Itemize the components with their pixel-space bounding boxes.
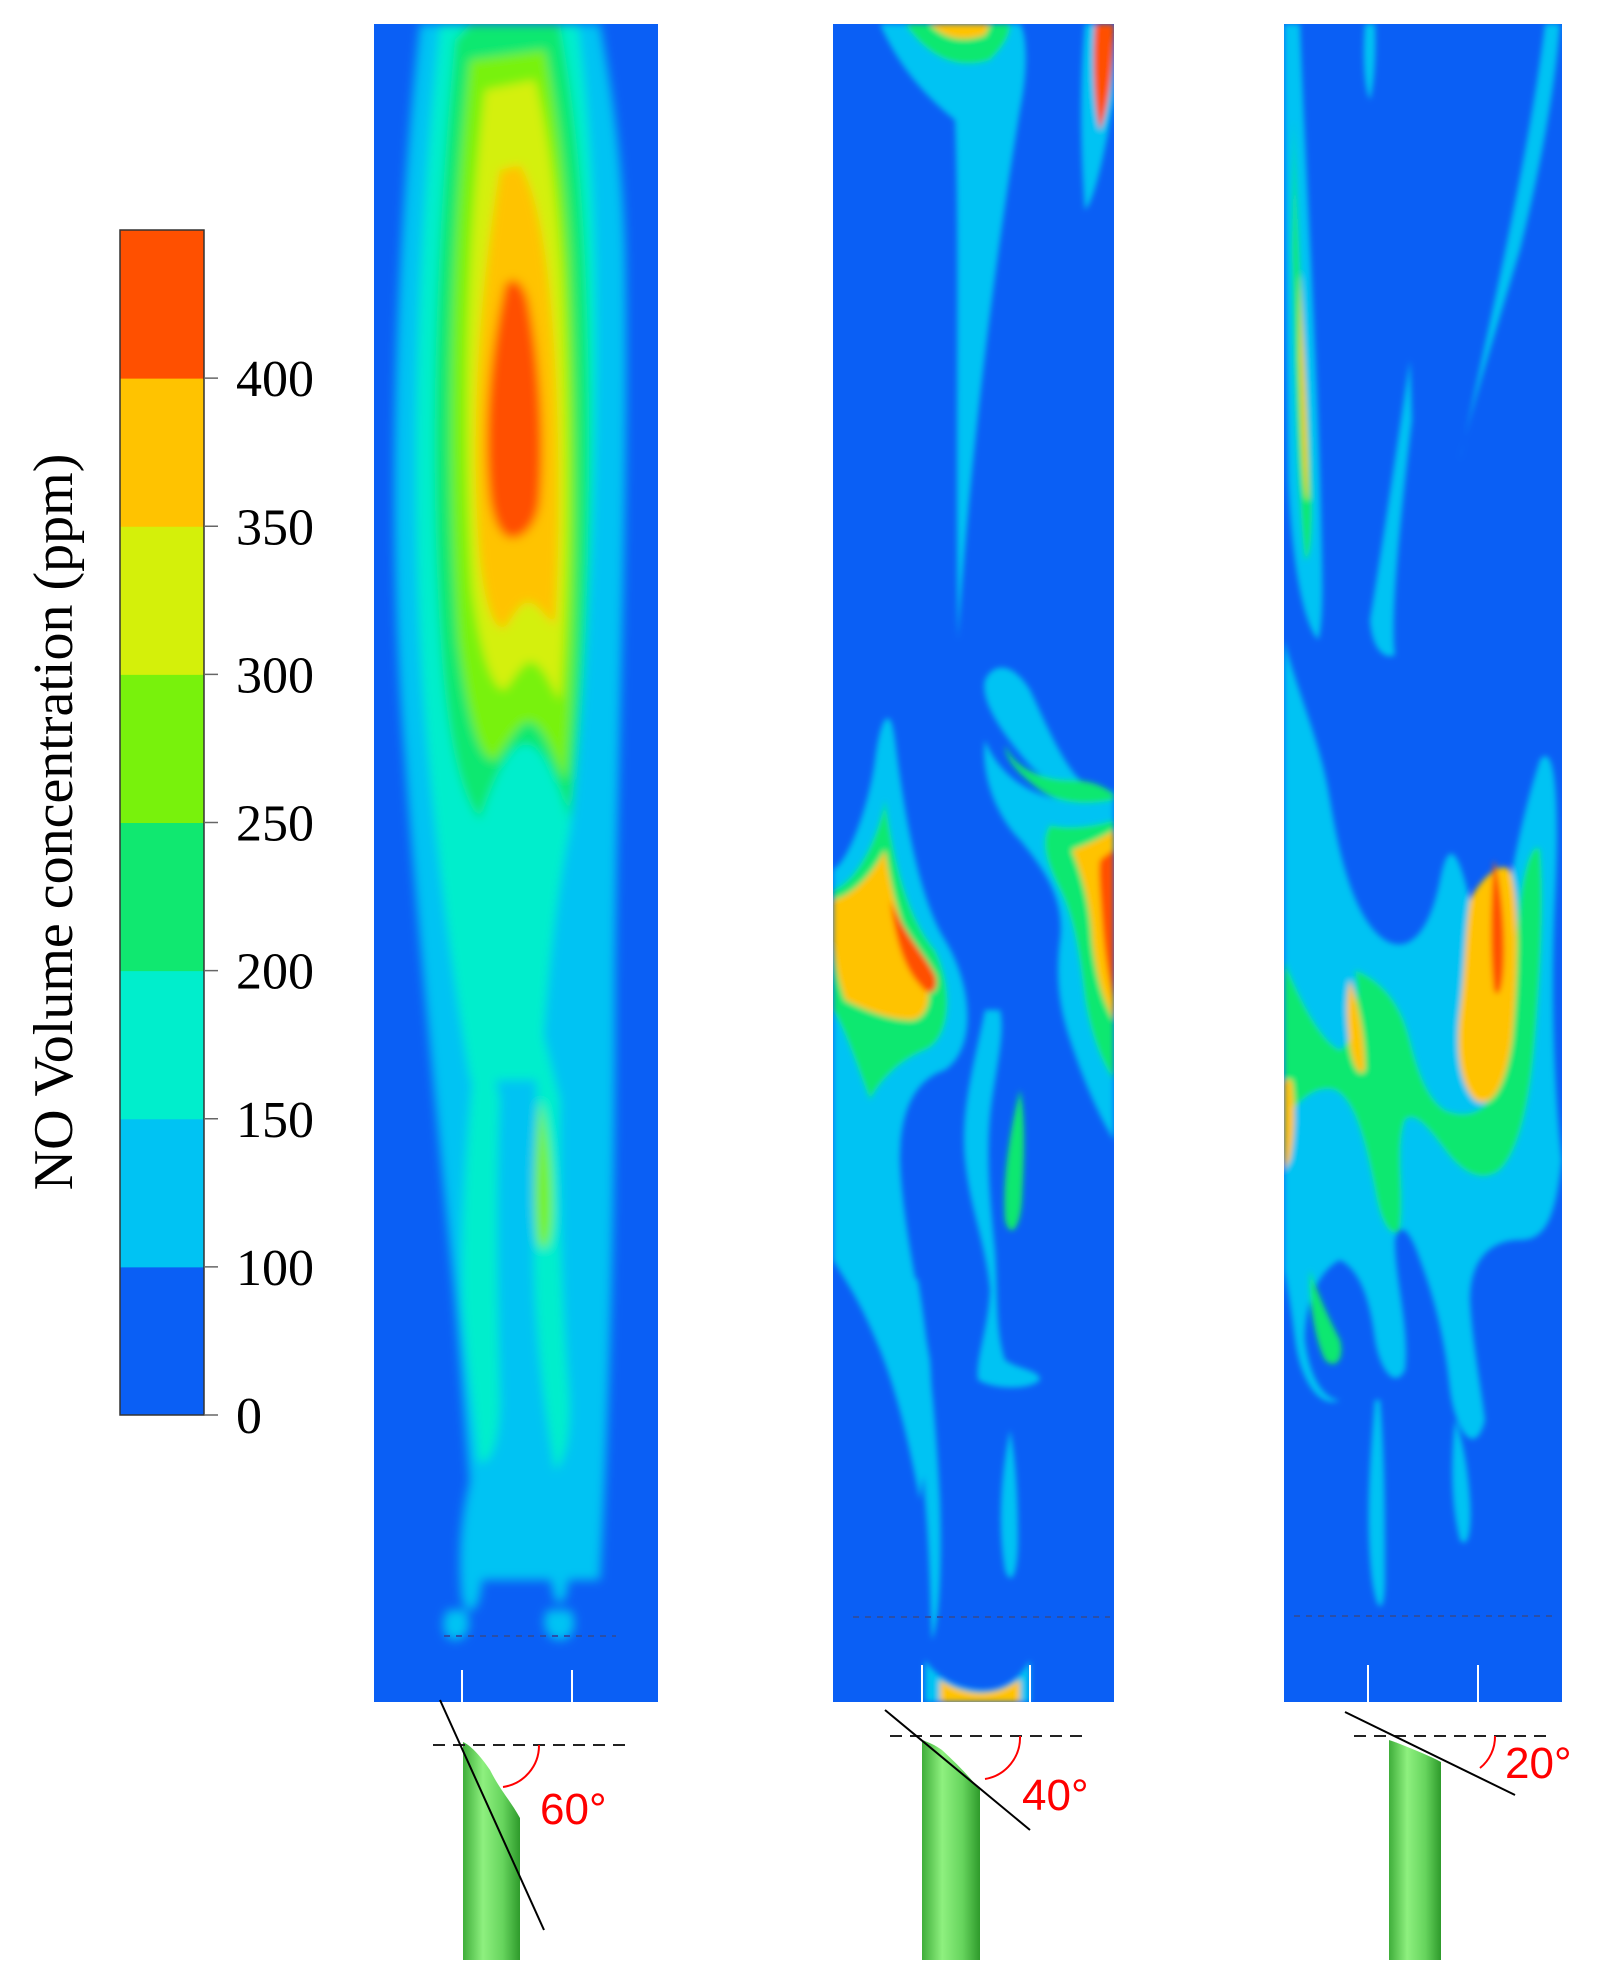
nozzle-tube <box>463 1742 520 1960</box>
colorbar-tick-label: 400 <box>236 351 314 408</box>
colorbar-bands <box>120 230 204 1416</box>
cut-angle-line <box>884 1709 1031 1831</box>
colorbar-ticks: 0 100 150 200 250 300 350 400 <box>204 351 314 1445</box>
colorbar-tick-label: 300 <box>236 647 314 704</box>
filament-lower-right <box>1452 1420 1471 1543</box>
inlet-pool-warm <box>940 1680 1020 1702</box>
streak-left-hot <box>1300 270 1308 500</box>
angle-label: 60° <box>540 1785 607 1834</box>
blob-mid-right-core <box>1005 745 1114 1080</box>
colorbar-band-2 <box>120 970 204 1120</box>
contour-panel-20 <box>1284 24 1562 1702</box>
colorbar-band-6 <box>120 378 204 527</box>
filament-lower-right <box>543 1480 569 1603</box>
blob-mid-left-warm <box>833 850 929 1020</box>
stem-right-core <box>1004 1090 1024 1231</box>
stem-right <box>964 1010 1040 1388</box>
colorbar: 0 100 150 200 250 300 350 400 NO Volume concent… <box>23 229 314 1445</box>
nozzle-spot-left <box>443 1610 469 1640</box>
angle-arc <box>984 1735 1022 1780</box>
nozzle-sketch-40: 40° <box>884 1709 1089 1960</box>
cut-angle-line <box>1344 1711 1516 1796</box>
colorbar-tick-label: 350 <box>236 499 314 556</box>
stem-lower-right <box>1000 1430 1018 1579</box>
blob-mid <box>1284 640 1562 1439</box>
blob-mid-right-hot <box>1099 850 1114 1000</box>
streak-top-thin <box>1363 24 1376 100</box>
colorbar-title: NO Volume concentration (ppm) <box>23 454 85 1191</box>
colorbar-band-4 <box>120 674 204 823</box>
angle-label: 40° <box>1022 1771 1089 1820</box>
colorbar-band-3 <box>120 822 204 972</box>
edge-warm <box>1284 1080 1295 1170</box>
nozzle-sketch-20: 20° <box>1344 1711 1572 1960</box>
angle-label: 20° <box>1505 1739 1572 1788</box>
loop-core <box>1309 1270 1342 1364</box>
angle-arc <box>1479 1735 1497 1769</box>
plume-layer-400 <box>486 280 542 539</box>
filament-core <box>534 1100 552 1249</box>
colorbar-tick-label: 0 <box>236 1388 262 1445</box>
filament-lower-left <box>460 1480 483 1611</box>
streak-mid-thin <box>1370 360 1412 657</box>
contour-panel-60 <box>374 24 658 1702</box>
angle-arc <box>502 1744 541 1788</box>
colorbar-tick-label: 100 <box>236 1240 314 1297</box>
cut-angle-line <box>439 1699 545 1931</box>
blob-mid-core <box>1284 847 1543 1233</box>
streak-upper-right <box>1460 24 1560 460</box>
colorbar-band-7 <box>120 230 204 379</box>
filament-lower-left <box>1368 1400 1385 1607</box>
colorbar-tick-label: 150 <box>236 1092 314 1149</box>
blob-mid-left-hot <box>890 900 937 993</box>
colorbar-band-1 <box>120 1118 204 1268</box>
filament-left <box>461 1000 500 1462</box>
streak-top-right-hot <box>1093 24 1114 130</box>
nozzle-sketch-60: 60° <box>433 1699 625 1960</box>
nozzle-tube <box>922 1740 980 1960</box>
stem-left <box>905 1270 941 1640</box>
colorbar-tick-label: 200 <box>236 944 314 1001</box>
blob-mid-warm-left <box>1346 980 1365 1073</box>
colorbar-tick-label: 250 <box>236 796 314 853</box>
colorbar-band-0 <box>120 1266 204 1416</box>
nozzle-tube <box>1389 1740 1441 1960</box>
streak-top-left <box>880 24 1026 640</box>
colorbar-band-5 <box>120 526 204 675</box>
blob-mid-hot-right <box>1491 860 1505 994</box>
contour-panel-40 <box>833 24 1114 1702</box>
nozzle-spot-right <box>544 1610 575 1640</box>
streak-top-hot <box>930 24 990 39</box>
